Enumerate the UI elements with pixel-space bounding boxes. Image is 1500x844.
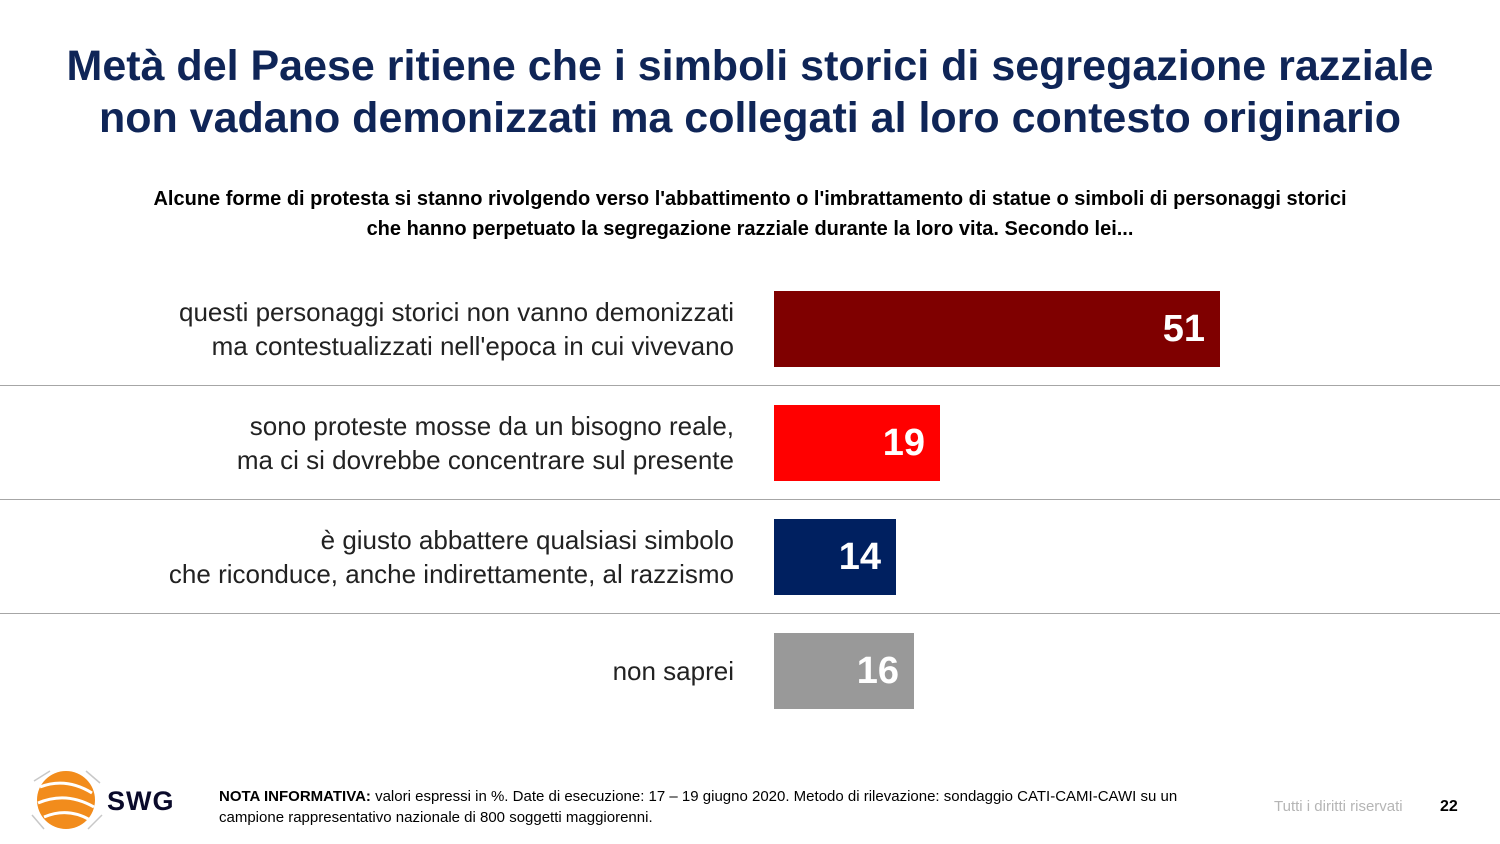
bar-4 xyxy=(774,633,914,709)
bar-3 xyxy=(774,519,896,595)
bar-chart: questi personaggi storici non vanno demo… xyxy=(0,272,1500,728)
note-label: NOTA INFORMATIVA: xyxy=(219,788,371,805)
title-line-2: non vadano demonizzati ma collegati al l… xyxy=(98,94,1402,142)
rights-text: Tutti i diritti riservati xyxy=(1274,798,1403,815)
bar-label-2-line-1: sono proteste mosse da un bisogno reale, xyxy=(249,411,734,441)
logo-text: SWG xyxy=(107,786,175,816)
bar-value-2: 19 xyxy=(882,422,925,464)
page-title: Metà del Paese ritiene che i simboli sto… xyxy=(0,40,1500,144)
question-text: Alcune forme di protesta si stanno rivol… xyxy=(0,184,1500,244)
bar-label-1-line-2: ma contestualizzati nell'epoca in cui vi… xyxy=(211,331,734,361)
title-line-1: Metà del Paese ritiene che i simboli sto… xyxy=(66,42,1434,90)
question-line-2: che hanno perpetuato la segregazione raz… xyxy=(366,218,1134,240)
bar-label-3-line-2: che riconduce, anche indirettamente, al … xyxy=(168,559,734,589)
bar-1 xyxy=(774,291,1220,367)
bar-label-2-line-2: ma ci si dovrebbe concentrare sul presen… xyxy=(236,445,734,475)
page-number: 22 xyxy=(1440,798,1458,815)
bar-label-3-line-1: è giusto abbattere qualsiasi simbolo xyxy=(320,525,734,555)
question-line-1: Alcune forme di protesta si stanno rivol… xyxy=(153,188,1347,210)
row-separator xyxy=(0,385,1500,386)
bar-value-3: 14 xyxy=(838,536,881,578)
footer-note: NOTA INFORMATIVA: valori espressi in %. … xyxy=(219,786,1219,828)
note-text: valori espressi in %. Date di esecuzione… xyxy=(219,788,1178,826)
bar-2 xyxy=(774,405,940,481)
bar-label-3: è giusto abbattere qualsiasi simbolo che … xyxy=(169,523,734,591)
bar-label-1-line-1: questi personaggi storici non vanno demo… xyxy=(178,297,734,327)
row-separator xyxy=(0,613,1500,614)
bar-label-1: questi personaggi storici non vanno demo… xyxy=(179,295,734,363)
bar-value-4: 16 xyxy=(856,650,899,692)
bar-label-2: sono proteste mosse da un bisogno reale,… xyxy=(237,409,734,477)
bar-label-4-line-1: non saprei xyxy=(612,656,734,686)
swg-logo-icon xyxy=(31,770,103,830)
row-separator xyxy=(0,499,1500,500)
bar-value-1: 51 xyxy=(1162,308,1205,350)
bar-label-4: non saprei xyxy=(613,654,734,688)
